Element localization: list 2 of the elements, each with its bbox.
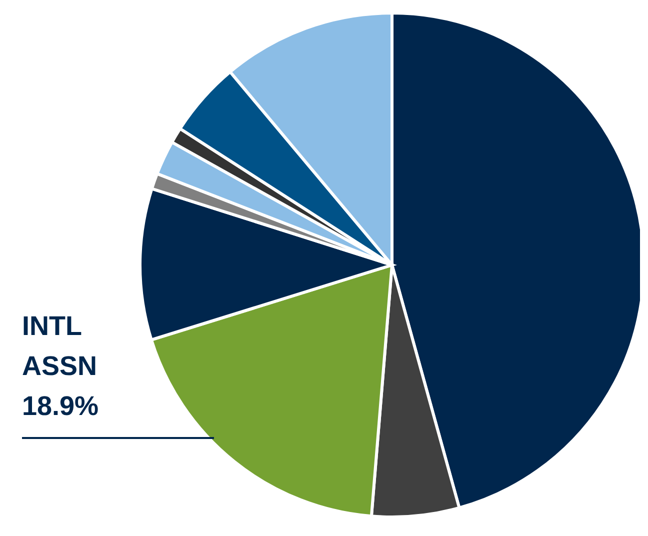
data-label: 18.9%	[22, 391, 99, 421]
slice-label: INTL ASSN	[22, 311, 98, 381]
